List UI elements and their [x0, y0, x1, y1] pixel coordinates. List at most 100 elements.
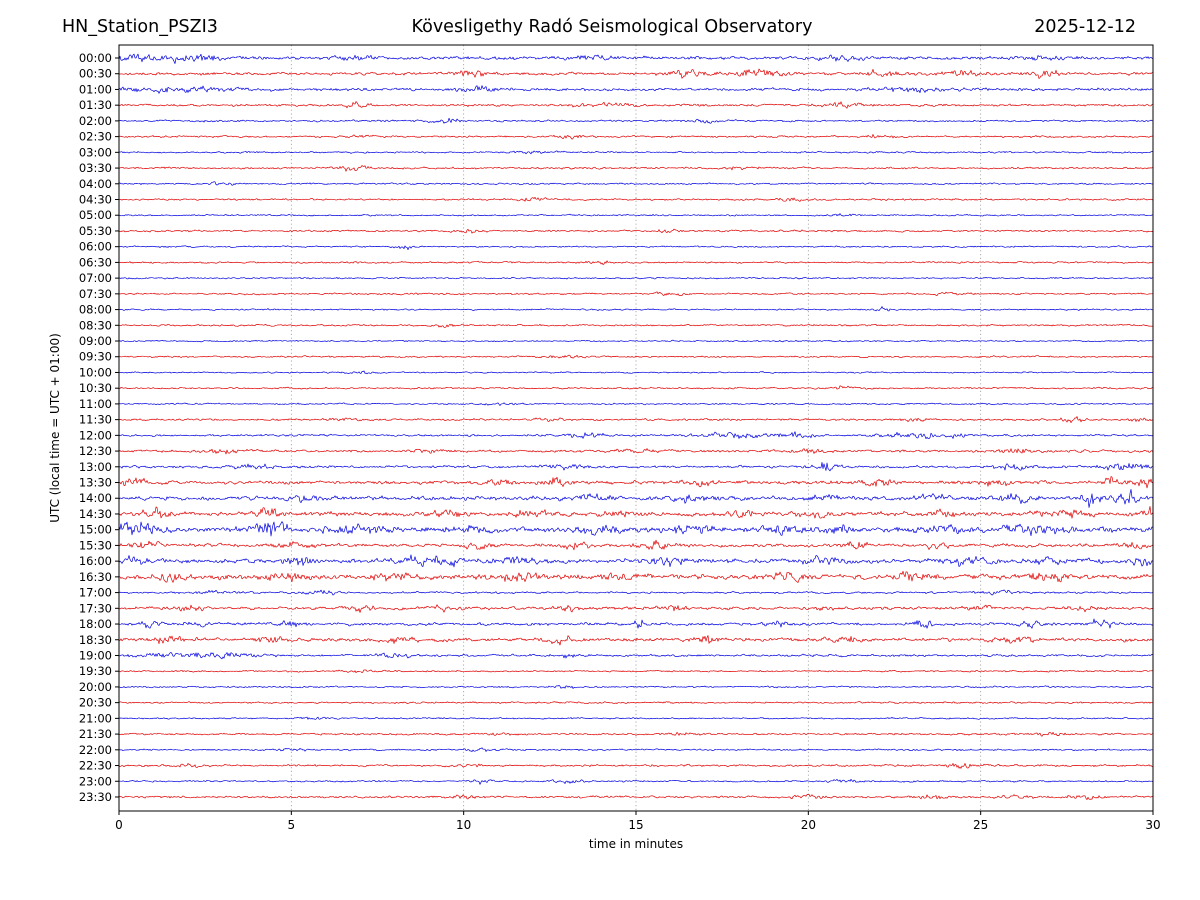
y-tick-label: 19:30	[79, 664, 112, 678]
trace-row-0900	[119, 339, 1153, 343]
y-tick-label: 07:30	[79, 287, 112, 301]
y-tick-label: 14:30	[79, 507, 112, 521]
y-tick-label: 09:30	[79, 350, 112, 364]
trace-row-0800	[119, 306, 1153, 312]
trace-row-0400	[119, 181, 1153, 186]
y-tick-label: 21:00	[79, 711, 112, 725]
x-tick-label: 0	[115, 818, 123, 832]
y-tick-label: 14:00	[79, 491, 112, 505]
y-tick-label: 22:30	[79, 759, 112, 773]
trace-row-1500	[119, 521, 1153, 537]
trace-row-1100	[119, 402, 1153, 406]
y-tick-label: 16:30	[79, 570, 112, 584]
y-tick-label: 03:00	[79, 145, 112, 159]
y-tick-label: 20:00	[79, 680, 112, 694]
y-tick-label: 23:00	[79, 774, 112, 788]
trace-row-2000	[119, 684, 1153, 689]
trace-row-0430	[119, 196, 1153, 202]
y-tick-label: 05:30	[79, 224, 112, 238]
y-tick-label: 19:00	[79, 648, 112, 662]
trace-row-1200	[119, 431, 1153, 440]
y-tick-label: 02:30	[79, 130, 112, 144]
trace-row-1430	[119, 506, 1153, 519]
trace-row-0630	[119, 260, 1153, 265]
y-tick-label: 08:00	[79, 303, 112, 317]
y-tick-label: 10:00	[79, 365, 112, 379]
y-tick-label: 06:00	[79, 240, 112, 254]
date-label: 2025-12-12	[1034, 17, 1136, 37]
trace-row-0300	[119, 150, 1153, 155]
y-tick-label: 13:00	[79, 460, 112, 474]
y-tick-label: 21:30	[79, 727, 112, 741]
x-tick-label: 30	[1145, 818, 1160, 832]
observatory-title: Kövesligethy Radó Seismological Observat…	[411, 17, 813, 37]
trace-row-0000	[119, 53, 1153, 64]
trace-row-1730	[119, 604, 1153, 613]
trace-row-1400	[119, 489, 1153, 508]
x-tick-label: 5	[288, 818, 296, 832]
trace-row-0500	[119, 213, 1153, 217]
y-tick-label: 22:00	[79, 743, 112, 757]
trace-row-1300	[119, 462, 1153, 472]
trace-row-1000	[119, 370, 1153, 375]
trace-row-0330	[119, 165, 1153, 172]
y-tick-label: 01:30	[79, 98, 112, 112]
trace-row-0600	[119, 245, 1153, 251]
y-tick-label: 01:00	[79, 82, 112, 96]
station-title: HN_Station_PSZI3	[62, 17, 218, 37]
trace-row-2330	[119, 793, 1153, 800]
y-tick-label: 16:00	[79, 554, 112, 568]
trace-row-1330	[119, 476, 1153, 489]
trace-row-2130	[119, 731, 1153, 737]
y-tick-label: 06:30	[79, 255, 112, 269]
trace-row-0700	[119, 276, 1153, 280]
y-tick-label: 13:30	[79, 476, 112, 490]
y-tick-label: 10:30	[79, 381, 112, 395]
y-tick-label: 17:30	[79, 601, 112, 615]
y-tick-label: 00:00	[79, 51, 112, 65]
trace-row-1530	[119, 539, 1153, 551]
x-tick-label: 20	[801, 818, 816, 832]
x-tick-label: 10	[456, 818, 471, 832]
trace-row-1930	[119, 669, 1153, 674]
trace-row-0730	[119, 291, 1153, 297]
trace-row-0100	[119, 85, 1153, 94]
x-tick-label: 15	[628, 818, 643, 832]
trace-row-2300	[119, 778, 1153, 785]
y-tick-label: 09:00	[79, 334, 112, 348]
y-tick-label: 20:30	[79, 696, 112, 710]
y-tick-label: 15:00	[79, 523, 112, 537]
trace-row-1700	[119, 589, 1153, 596]
trace-row-1630	[119, 570, 1153, 583]
y-tick-label: 03:30	[79, 161, 112, 175]
y-tick-label: 12:30	[79, 444, 112, 458]
y-tick-label: 18:30	[79, 633, 112, 647]
trace-row-0130	[119, 101, 1153, 109]
y-tick-label: 04:00	[79, 177, 112, 191]
y-tick-label: 00:30	[79, 67, 112, 81]
y-tick-label: 15:30	[79, 538, 112, 552]
x-tick-label: 25	[973, 818, 988, 832]
trace-row-1230	[119, 448, 1153, 455]
x-axis-label: time in minutes	[588, 837, 684, 851]
trace-row-2230	[119, 763, 1153, 769]
y-tick-label: 07:00	[79, 271, 112, 285]
trace-row-0030	[119, 68, 1153, 79]
trace-row-1830	[119, 635, 1153, 646]
trace-row-0230	[119, 134, 1153, 140]
trace-row-0830	[119, 323, 1153, 328]
trace-row-0530	[119, 228, 1153, 234]
trace-row-1600	[119, 554, 1153, 568]
y-tick-label: 23:30	[79, 790, 112, 804]
trace-row-1800	[119, 618, 1153, 629]
y-tick-label: 05:00	[79, 208, 112, 222]
y-tick-label: 02:00	[79, 114, 112, 128]
y-tick-label: 18:00	[79, 617, 112, 631]
trace-row-2100	[119, 716, 1153, 720]
y-tick-label: 17:00	[79, 586, 112, 600]
trace-row-1130	[119, 416, 1153, 424]
y-tick-label: 12:00	[79, 428, 112, 442]
trace-row-0200	[119, 117, 1153, 124]
